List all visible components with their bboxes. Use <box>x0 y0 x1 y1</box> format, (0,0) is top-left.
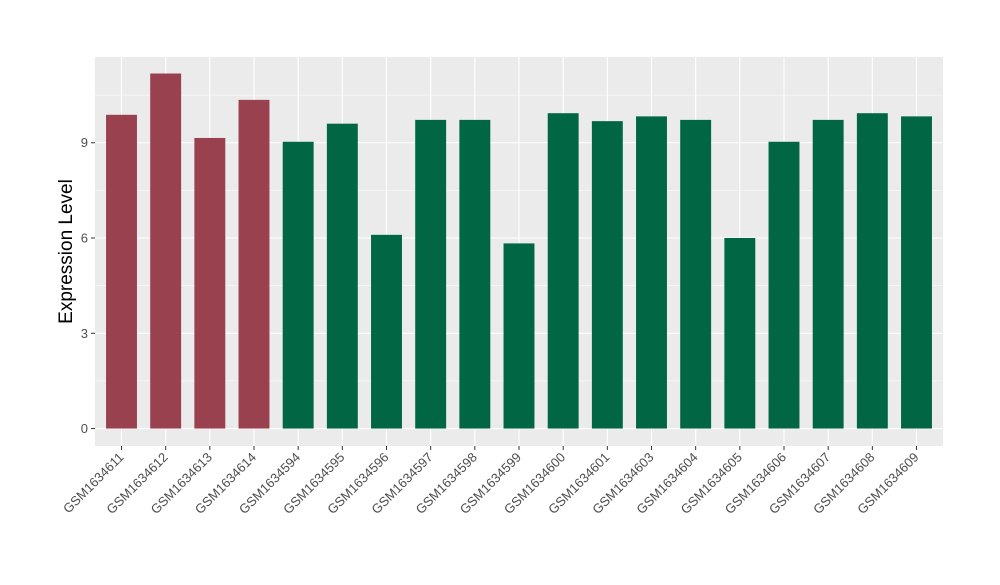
y-axis-label: Expression Level <box>56 179 77 324</box>
bar-GSM1634599 <box>503 243 535 429</box>
bar-GSM1634603 <box>636 116 667 429</box>
y-axis: 0 3 6 9 <box>81 135 95 436</box>
bar-GSM1634607 <box>812 119 844 429</box>
y-tick-label: 6 <box>81 231 88 246</box>
bar-GSM1634606 <box>768 141 800 429</box>
bars <box>106 73 932 429</box>
x-axis: GSM1634611GSM1634612GSM1634613GSM1634614… <box>60 446 922 517</box>
bar-GSM1634608 <box>856 113 888 429</box>
bar-GSM1634609 <box>901 116 932 429</box>
y-tick-label: 0 <box>81 421 88 436</box>
bar-GSM1634601 <box>591 121 623 429</box>
bar-GSM1634612 <box>150 73 182 429</box>
bar-GSM1634605 <box>724 238 756 429</box>
bar-GSM1634595 <box>326 123 358 429</box>
bar-GSM1634604 <box>680 119 712 429</box>
y-tick-label: 3 <box>81 326 88 341</box>
bar-GSM1634598 <box>459 119 491 429</box>
bar-GSM1634611 <box>106 114 137 429</box>
bar-GSM1634613 <box>194 137 226 429</box>
bar-GSM1634600 <box>547 113 579 429</box>
bar-GSM1634597 <box>415 119 447 429</box>
y-tick-label: 9 <box>81 135 88 150</box>
bar-GSM1634596 <box>371 234 402 429</box>
bar-GSM1634594 <box>282 141 314 429</box>
bar-GSM1634614 <box>238 99 270 429</box>
